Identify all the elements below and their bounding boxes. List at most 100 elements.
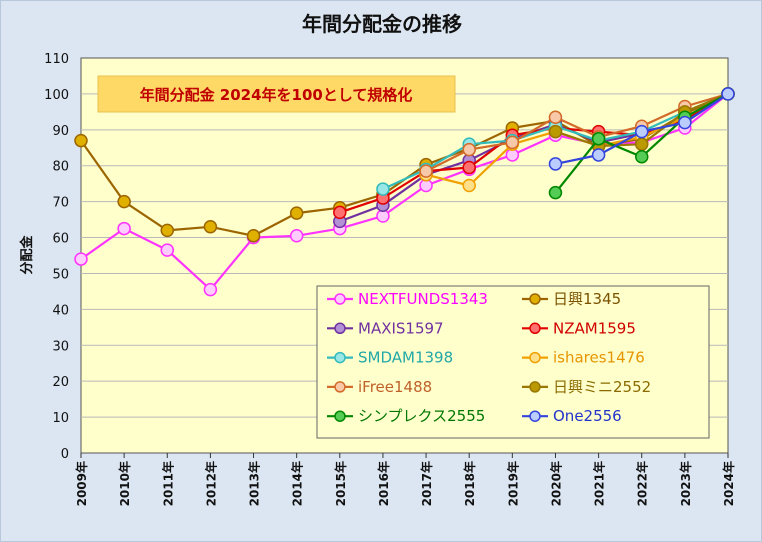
legend-label: One2556 — [553, 407, 622, 425]
annotation-background — [97, 75, 456, 113]
y-tick-label: 60 — [52, 232, 69, 247]
data-point — [721, 87, 735, 101]
y-axis-label: 分配金 — [19, 235, 35, 275]
legend-label: NEXTFUNDS1343 — [358, 290, 488, 308]
x-axis-ticks: 2009年 2010年 2011年 2012年 2013年 2014年 2015年 2016年… — [74, 453, 736, 506]
x-tick-label: 2015年 — [333, 461, 348, 506]
data-point — [462, 142, 476, 157]
legend-marker — [529, 351, 541, 364]
data-point — [376, 182, 390, 196]
data-point — [591, 132, 606, 146]
annotation-text: 年間分配金 2024年を100として規格化 — [140, 86, 413, 104]
x-tick-label: 2020年 — [548, 461, 563, 506]
x-tick-label: 2021年 — [592, 461, 607, 506]
legend-label: MAXIS1597 — [358, 319, 444, 337]
x-tick-label: 2009年 — [74, 461, 89, 506]
x-tick-label: 2022年 — [635, 461, 650, 506]
legend-marker — [529, 410, 541, 422]
data-point — [160, 223, 175, 238]
data-point — [74, 133, 88, 148]
legend-item: NZAM1595 — [522, 319, 636, 337]
data-point — [462, 178, 476, 193]
data-point — [246, 229, 261, 243]
data-point — [634, 137, 649, 151]
data-point — [591, 148, 606, 162]
data-point — [289, 206, 304, 220]
y-tick-label: 50 — [52, 267, 69, 282]
y-tick-label: 70 — [52, 196, 69, 211]
legend-item: iFree1488 — [327, 378, 432, 396]
legend-item: MAXIS1597 — [327, 319, 444, 337]
legend-label: ishares1476 — [553, 349, 645, 367]
legend-item: 日興ミニ2552 — [522, 378, 651, 396]
series-layer — [74, 87, 735, 297]
x-tick-label: 2014年 — [290, 461, 305, 506]
data-point — [634, 124, 649, 139]
data-point — [333, 205, 347, 220]
legend-item: NEXTFUNDS1343 — [327, 290, 488, 308]
y-tick-label: 80 — [52, 160, 69, 175]
legend-marker — [529, 381, 541, 393]
legend-item: One2556 — [522, 407, 622, 425]
data-point — [462, 160, 476, 175]
data-point — [419, 164, 433, 178]
y-tick-label: 0 — [61, 447, 69, 462]
y-tick-label: 90 — [52, 124, 69, 139]
x-tick-label: 2017年 — [419, 461, 434, 506]
x-tick-label: 2012年 — [203, 461, 218, 506]
legend-label: 日興ミニ2552 — [553, 378, 651, 396]
annotation-box: 年間分配金 2024年を100として規格化 — [97, 75, 456, 113]
data-point — [117, 194, 131, 209]
x-tick-label: 2013年 — [247, 461, 262, 506]
series-9 — [548, 87, 735, 171]
data-point — [548, 110, 563, 124]
legend-item: シンプレクス2555 — [327, 407, 485, 425]
x-tick-label: 2010年 — [117, 461, 132, 506]
data-point — [74, 252, 88, 266]
data-point — [203, 220, 218, 234]
data-point — [505, 135, 520, 150]
x-tick-label: 2018年 — [462, 461, 477, 506]
chart-title: 年間分配金の推移 — [302, 12, 462, 36]
legend-marker — [334, 322, 346, 335]
series-line — [425, 92, 729, 173]
y-tick-label: 110 — [44, 52, 69, 67]
legend-box — [316, 285, 710, 439]
legend-marker — [334, 351, 346, 364]
x-tick-label: 2023年 — [678, 461, 693, 506]
series-6 — [419, 87, 735, 178]
legend-marker — [334, 410, 346, 422]
y-tick-label: 40 — [52, 303, 69, 318]
legend-label: iFree1488 — [358, 378, 432, 396]
legend-label: NZAM1595 — [553, 319, 636, 337]
legend-item: SMDAM1398 — [327, 349, 453, 367]
legend-marker — [529, 293, 541, 305]
y-tick-label: 20 — [52, 375, 69, 390]
data-point — [160, 243, 175, 257]
x-tick-label: 2016年 — [376, 461, 391, 506]
legend-item: 日興1345 — [522, 290, 621, 308]
legend-marker — [334, 381, 346, 393]
legend-label: シンプレクス2555 — [358, 407, 485, 425]
data-point — [634, 150, 649, 164]
x-tick-label: 2011年 — [160, 461, 175, 506]
y-tick-label: 30 — [52, 339, 69, 354]
data-point — [117, 221, 131, 236]
data-point — [289, 229, 304, 243]
x-tick-label: 2019年 — [505, 461, 520, 506]
data-point — [548, 185, 563, 200]
x-tick-label: 2024年 — [721, 461, 736, 506]
data-point — [203, 282, 218, 297]
legend-label: 日興1345 — [553, 290, 621, 308]
y-tick-label: 100 — [44, 88, 69, 103]
y-axis-ticks: 0 10 20 30 40 50 60 70 80 90 100 110 — [44, 52, 69, 462]
y-tick-label: 10 — [52, 411, 69, 426]
legend-marker — [529, 322, 541, 335]
legend: NEXTFUNDS1343 日興1345 MAXIS1597 NZAM1595 SMDA… — [316, 285, 710, 439]
legend-label: SMDAM1398 — [358, 349, 453, 367]
data-point — [548, 157, 563, 171]
data-point — [548, 124, 563, 139]
legend-marker — [334, 293, 346, 305]
